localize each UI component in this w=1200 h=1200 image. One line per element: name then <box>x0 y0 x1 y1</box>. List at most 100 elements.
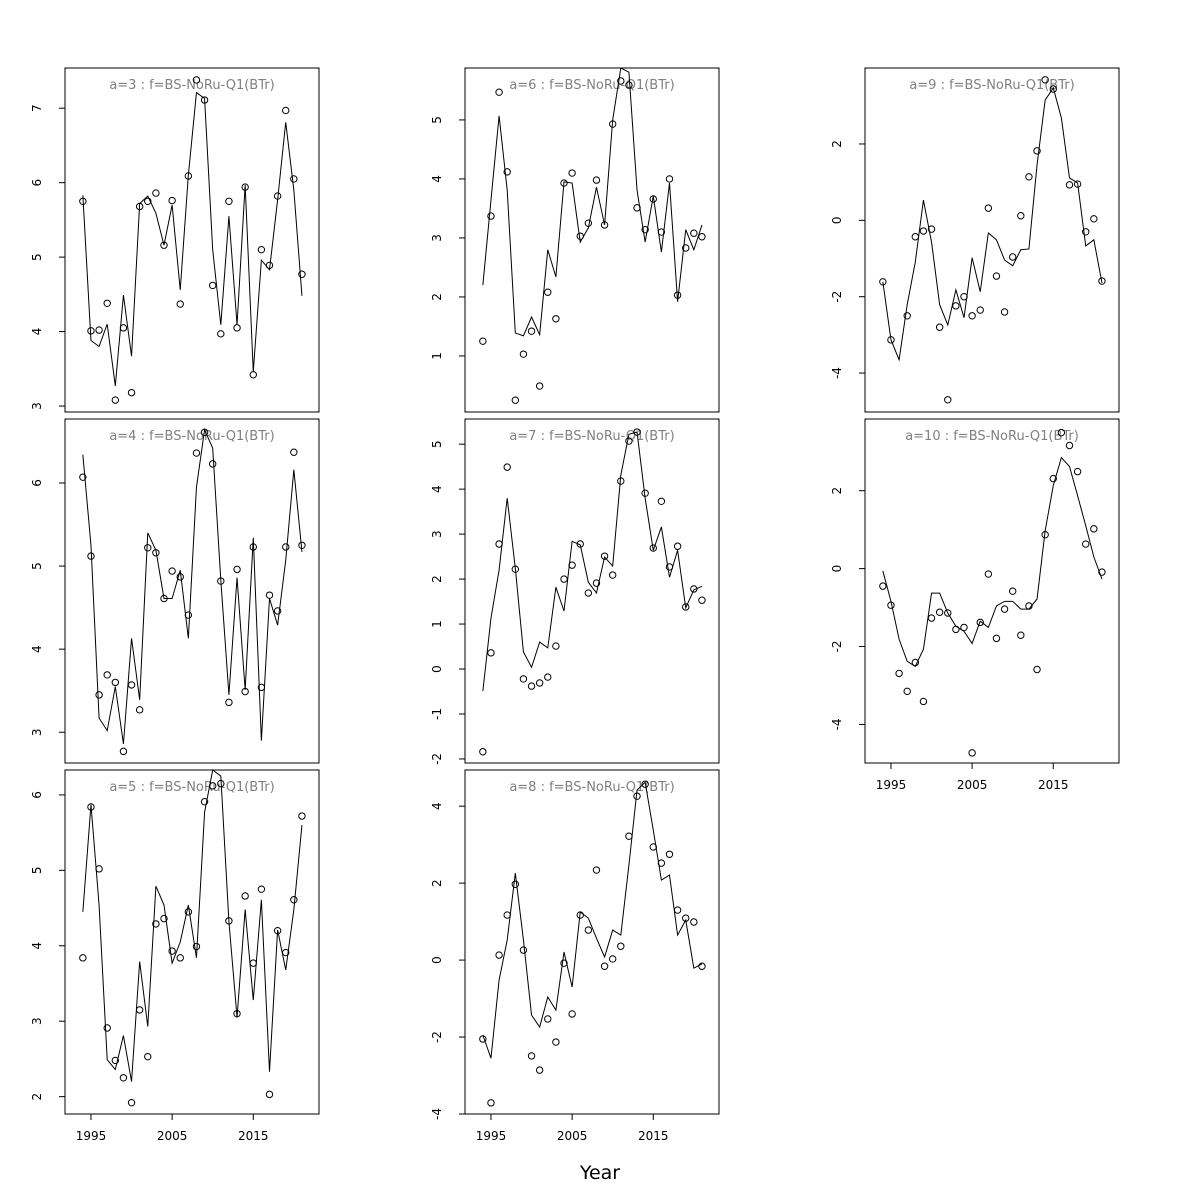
data-point <box>1098 568 1106 576</box>
y-tick-label: 5 <box>430 440 444 448</box>
data-point <box>984 570 993 578</box>
data-point <box>298 812 306 820</box>
data-point <box>1017 212 1025 220</box>
data-point <box>1033 665 1041 674</box>
data-point <box>625 437 633 445</box>
data-point <box>552 1038 560 1046</box>
data-point <box>592 176 601 184</box>
y-tick-label: 2 <box>30 1093 44 1101</box>
data-point <box>673 906 682 914</box>
plot-frame <box>864 67 1120 413</box>
data-point <box>144 1052 152 1061</box>
panel-title: a=7 : f=BS-NoRu-Q1(BTr) <box>509 429 674 444</box>
data-point <box>919 697 928 706</box>
data-point <box>249 959 257 967</box>
panel-title: a=4 : f=BS-NoRu-Q1(BTr) <box>109 429 274 444</box>
y-tick-label: 0 <box>830 565 844 573</box>
data-point <box>479 748 487 756</box>
fitted-line <box>82 91 303 387</box>
data-point <box>103 299 111 307</box>
data-point <box>698 962 706 970</box>
data-point <box>127 1098 136 1107</box>
data-point <box>95 691 103 699</box>
fitted-line <box>482 67 703 337</box>
panel-title: a=10 : f=BS-NoRu-Q1(BTr) <box>905 429 1079 444</box>
data-point <box>208 460 217 468</box>
data-point <box>625 81 633 89</box>
data-point <box>976 618 984 627</box>
y-tick-label: 3 <box>30 728 44 736</box>
data-point <box>111 396 120 404</box>
data-point <box>584 926 593 934</box>
y-tick-label: 3 <box>430 530 444 538</box>
y-tick-label: 4 <box>30 645 44 653</box>
data-point <box>535 679 544 687</box>
data-point <box>544 288 552 296</box>
data-point <box>984 204 993 212</box>
y-tick-label: 2 <box>830 140 844 148</box>
data-point <box>944 609 952 617</box>
data-point <box>265 591 274 599</box>
data-point <box>682 603 690 611</box>
data-point <box>111 678 120 687</box>
data-point <box>200 797 209 806</box>
data-point <box>560 575 568 583</box>
data-point <box>1000 605 1009 613</box>
x-tick-label: 2005 <box>157 1129 188 1143</box>
data-point <box>608 955 617 963</box>
data-point <box>992 272 1001 280</box>
data-point <box>560 959 568 967</box>
data-point <box>544 1015 552 1023</box>
y-tick-label: 3 <box>30 402 44 410</box>
y-tick-label: 4 <box>30 942 44 950</box>
data-point <box>592 579 601 587</box>
x-tick-label: 2015 <box>238 1129 269 1143</box>
data-point <box>960 623 968 632</box>
fitted-line <box>82 428 303 744</box>
data-point <box>617 77 625 85</box>
data-point <box>144 544 152 552</box>
panel: a=6 : f=BS-NoRu-Q1(BTr) 1 2 3 4 5 <box>430 67 720 413</box>
x-tick-label: 1995 <box>876 778 907 792</box>
data-point <box>1049 85 1057 93</box>
y-tick-label: 2 <box>430 879 444 887</box>
data-point <box>511 396 520 404</box>
data-point <box>184 908 193 916</box>
data-point <box>600 552 609 560</box>
data-point <box>217 330 225 338</box>
panel: a=3 : f=BS-NoRu-Q1(BTr) 3 4 5 6 7 <box>30 67 320 413</box>
y-tick-label: 0 <box>430 665 444 673</box>
y-tick-label: 5 <box>30 867 44 875</box>
data-point <box>95 326 103 334</box>
y-tick-label: 6 <box>30 179 44 187</box>
data-point <box>649 544 657 552</box>
data-point <box>527 327 536 335</box>
y-tick-label: 6 <box>30 479 44 487</box>
data-point <box>641 780 649 788</box>
data-point <box>192 76 201 84</box>
fitted-line <box>482 781 703 1059</box>
y-tick-label: 2 <box>830 487 844 495</box>
data-point <box>241 892 249 900</box>
data-point <box>144 197 152 205</box>
data-point <box>1082 228 1090 236</box>
fitted-line <box>482 431 703 692</box>
data-point <box>617 942 625 950</box>
data-point <box>568 1010 576 1018</box>
panel: a=5 : f=BS-NoRu-Q1(BTr) 2 3 4 5 6 1995 2005 2015 <box>30 769 320 1143</box>
data-point <box>1008 587 1017 595</box>
data-point <box>495 951 503 959</box>
x-tick-label: 2015 <box>1038 778 1069 792</box>
data-point <box>168 947 176 955</box>
data-point <box>282 543 290 551</box>
data-point <box>1057 428 1066 437</box>
fitted-line <box>882 86 1103 362</box>
data-point <box>879 582 887 590</box>
data-point <box>208 281 217 290</box>
data-point <box>225 698 233 707</box>
y-tick-label: 3 <box>430 234 444 242</box>
y-tick-label: -4 <box>430 1108 444 1120</box>
data-point <box>273 607 282 615</box>
data-point <box>265 1090 274 1099</box>
data-point <box>552 642 560 650</box>
